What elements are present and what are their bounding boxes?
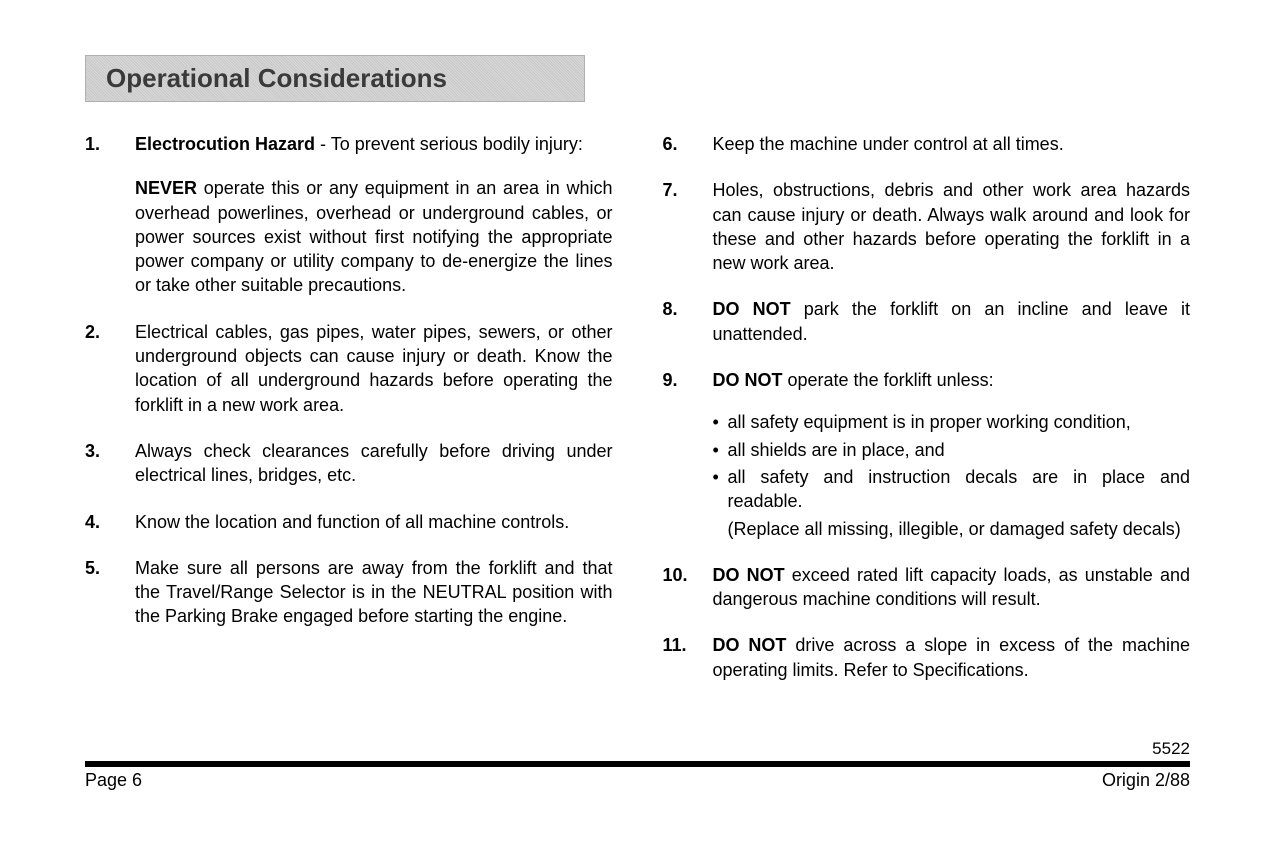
list-content: Electrical cables, gas pipes, water pipe… (135, 320, 613, 417)
list-content: Electrocution Hazard - To prevent seriou… (135, 132, 613, 298)
list-number: 10. (663, 563, 713, 612)
list-content: Make sure all persons are away from the … (135, 556, 613, 629)
list-content: Know the location and function of all ma… (135, 510, 613, 534)
list-number: 5. (85, 556, 135, 629)
list-item: 9.DO NOT operate the forklift unless:•al… (663, 368, 1191, 541)
list-item: 3.Always check clearances carefully befo… (85, 439, 613, 488)
list-number: 7. (663, 178, 713, 275)
list-content: Holes, obstructions, debris and other wo… (713, 178, 1191, 275)
list-item: 8.DO NOT park the forklift on an incline… (663, 297, 1191, 346)
list-item: 1.Electrocution Hazard - To prevent seri… (85, 132, 613, 298)
list-content: Always check clearances carefully before… (135, 439, 613, 488)
bullet-item: •all shields are in place, and (713, 438, 1191, 462)
list-item: 6.Keep the machine under control at all … (663, 132, 1191, 156)
list-item: 4.Know the location and function of all … (85, 510, 613, 534)
list-number: 3. (85, 439, 135, 488)
sub-paragraph: NEVER operate this or any equipment in a… (135, 176, 613, 297)
left-column: 1.Electrocution Hazard - To prevent seri… (85, 132, 613, 704)
list-content: DO NOT drive across a slope in excess of… (713, 633, 1191, 682)
bullet-marker: • (713, 438, 728, 462)
list-number: 11. (663, 633, 713, 682)
bullet-marker: • (713, 465, 728, 514)
bullet-list: •all safety equipment is in proper worki… (713, 410, 1191, 540)
list-number: 2. (85, 320, 135, 417)
content-columns: 1.Electrocution Hazard - To prevent seri… (85, 132, 1190, 704)
list-item: 11.DO NOT drive across a slope in excess… (663, 633, 1191, 682)
list-content: DO NOT operate the forklift unless:•all … (713, 368, 1191, 541)
list-number: 1. (85, 132, 135, 298)
bullet-text: all safety and instruction decals are in… (728, 465, 1191, 514)
page-footer: 5522 Page 6 Origin 2/88 (85, 739, 1190, 791)
list-item: 5.Make sure all persons are away from th… (85, 556, 613, 629)
list-item: 10.DO NOT exceed rated lift capacity loa… (663, 563, 1191, 612)
bullet-text: all safety equipment is in proper workin… (728, 410, 1191, 434)
right-column: 6.Keep the machine under control at all … (663, 132, 1191, 704)
list-content: Keep the machine under control at all ti… (713, 132, 1191, 156)
list-content: DO NOT exceed rated lift capacity loads,… (713, 563, 1191, 612)
bullet-text: all shields are in place, and (728, 438, 1191, 462)
footer-page-label: Page 6 (85, 770, 142, 791)
list-number: 9. (663, 368, 713, 541)
bullet-item: •all safety equipment is in proper worki… (713, 410, 1191, 434)
section-title: Operational Considerations (85, 55, 585, 102)
footer-doc-id: 5522 (85, 739, 1190, 759)
list-item: 7.Holes, obstructions, debris and other … (663, 178, 1191, 275)
bullet-marker: • (713, 410, 728, 434)
footer-origin: Origin 2/88 (1102, 770, 1190, 791)
list-item: 2.Electrical cables, gas pipes, water pi… (85, 320, 613, 417)
list-content: DO NOT park the forklift on an incline a… (713, 297, 1191, 346)
list-number: 4. (85, 510, 135, 534)
list-number: 8. (663, 297, 713, 346)
bullet-note: (Replace all missing, illegible, or dama… (728, 517, 1191, 541)
bullet-item: •all safety and instruction decals are i… (713, 465, 1191, 514)
list-number: 6. (663, 132, 713, 156)
footer-rule (85, 761, 1190, 767)
